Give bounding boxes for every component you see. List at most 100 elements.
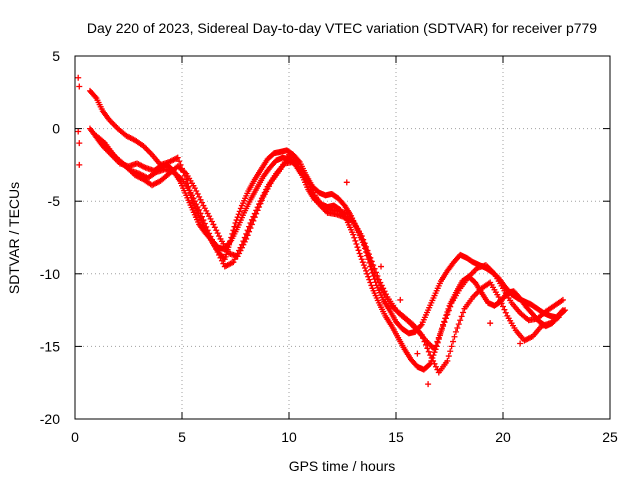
data-point [363, 246, 370, 253]
data-point [434, 366, 441, 373]
data-point [236, 208, 243, 215]
data-point [194, 190, 201, 197]
data-point [444, 311, 451, 318]
data-point [498, 300, 505, 307]
data-point [247, 225, 254, 232]
data-point [251, 214, 258, 221]
data-point [250, 217, 257, 224]
series-outliers [75, 74, 524, 388]
data-point [176, 158, 183, 165]
y-tick-label: -10 [40, 266, 60, 282]
data-point [197, 196, 204, 203]
y-tick-label: -20 [40, 411, 60, 427]
data-point [256, 204, 263, 211]
data-point [361, 264, 368, 271]
data-point [451, 333, 458, 340]
data-point [434, 338, 441, 345]
data-point [397, 296, 404, 303]
data-point [76, 83, 83, 90]
data-point [460, 309, 467, 316]
y-tick-label: -15 [40, 338, 60, 354]
y-tick-label: -5 [48, 193, 61, 209]
data-point [447, 303, 454, 310]
data-point [497, 297, 504, 304]
x-tick-label: 10 [281, 429, 297, 445]
data-point [351, 234, 358, 241]
data-point [360, 262, 367, 269]
data-point [442, 315, 449, 322]
data-point [354, 244, 361, 251]
data-point [440, 323, 447, 330]
data-point [364, 270, 371, 277]
data-point [258, 197, 265, 204]
data-point [193, 188, 200, 195]
data-point [200, 217, 207, 224]
data-point [198, 199, 205, 206]
data-point [517, 340, 524, 347]
x-tick-label: 20 [495, 429, 511, 445]
data-point [356, 250, 363, 257]
data-point [92, 93, 99, 100]
data-point [417, 322, 424, 329]
data-point [210, 221, 217, 228]
x-tick-label: 0 [71, 429, 79, 445]
data-point [75, 74, 82, 81]
data-point [500, 303, 506, 310]
data-point [355, 247, 362, 254]
data-point [75, 128, 82, 135]
data-point [355, 229, 362, 236]
x-tick-label: 5 [178, 429, 186, 445]
data-point [353, 241, 360, 248]
data-point [197, 210, 204, 217]
data-point [243, 235, 250, 242]
data-point [447, 348, 454, 355]
data-point [365, 273, 372, 280]
data-point [365, 253, 372, 260]
data-point [364, 249, 371, 256]
data-point [371, 269, 378, 276]
data-point [426, 361, 433, 368]
y-tick-label: 5 [52, 48, 60, 64]
data-point [437, 330, 444, 337]
data-point [425, 348, 432, 355]
data-point [501, 306, 508, 313]
x-axis-label: GPS time / hours [289, 458, 396, 474]
data-point [248, 221, 255, 228]
data-point [204, 227, 211, 234]
data-point [458, 313, 465, 320]
data-point [196, 206, 203, 213]
data-point [425, 381, 432, 388]
data-point [253, 210, 260, 217]
data-point [360, 239, 367, 246]
chart-title: Day 220 of 2023, Sidereal Day-to-day VTE… [87, 20, 597, 36]
data-point [495, 294, 502, 301]
data-point [343, 179, 350, 186]
data-point [368, 282, 375, 289]
data-layer [75, 74, 569, 388]
data-point [206, 230, 213, 237]
data-point [452, 328, 459, 335]
data-point [216, 233, 223, 240]
data-point [366, 276, 373, 283]
y-axis-label: SDTVAR / TECUs [6, 182, 22, 294]
data-point [435, 334, 442, 341]
data-point [441, 319, 448, 326]
data-point [378, 263, 385, 270]
data-point [555, 314, 562, 321]
data-point [432, 342, 439, 349]
data-point [358, 256, 365, 263]
series-track-d [97, 137, 566, 353]
data-point [560, 308, 567, 315]
data-point [375, 279, 382, 286]
data-point [240, 241, 247, 248]
data-point [431, 346, 438, 353]
data-point [445, 353, 452, 360]
data-point [196, 193, 203, 200]
data-point [237, 247, 244, 254]
data-point [378, 286, 385, 293]
data-point [457, 317, 464, 324]
data-point [357, 232, 364, 239]
data-point [432, 363, 439, 370]
data-point [424, 345, 431, 352]
